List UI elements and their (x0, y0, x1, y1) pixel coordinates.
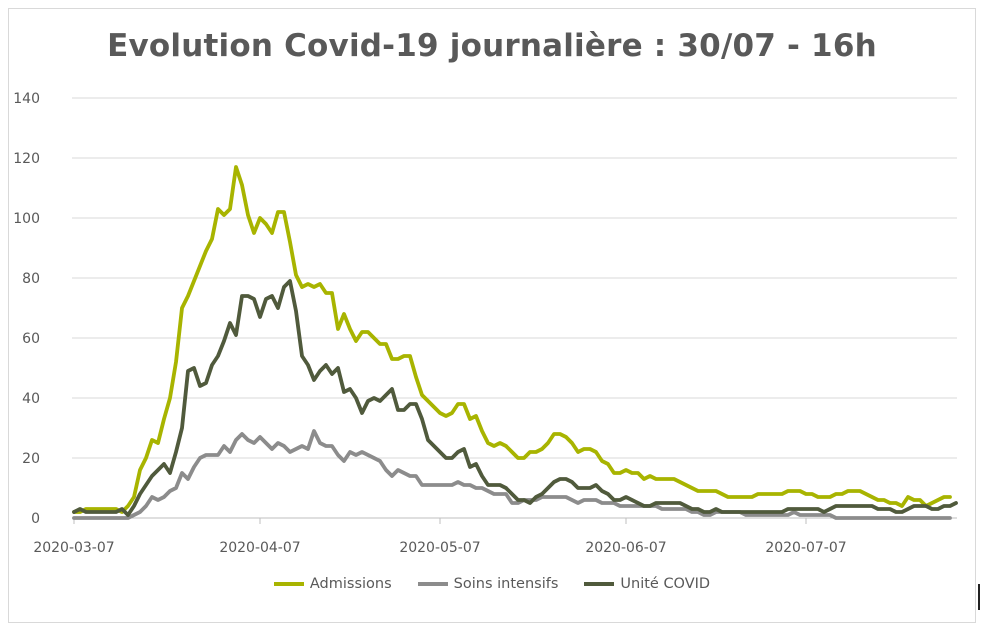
legend-label-soins-intensifs: Soins intensifs (453, 576, 559, 592)
y-tick-label: 100 (13, 211, 40, 227)
legend-label-admissions: Admissions (309, 576, 392, 592)
legend-item-admissions: Admissions (273, 576, 392, 592)
x-tick-label: 2020-03-07 (33, 540, 114, 556)
y-tick-label: 40 (22, 391, 40, 407)
legend-swatch-soins-intensifs (417, 582, 448, 586)
x-tick-label: 2020-05-07 (399, 540, 480, 556)
x-tick-label: 2020-04-07 (219, 540, 300, 556)
chart-frame (8, 8, 976, 623)
legend-item-unite-covid: Unité COVID (584, 576, 710, 592)
y-tick-label: 80 (22, 271, 40, 287)
series-line-soins-intensifs (72, 429, 952, 520)
y-tick-label: 20 (22, 451, 40, 467)
y-tick-label: 60 (22, 331, 40, 347)
y-tick-label: 120 (13, 151, 40, 167)
legend-swatch-unite-covid (584, 582, 615, 586)
series-line-admissions (72, 165, 952, 514)
y-tick-label: 0 (31, 511, 40, 527)
x-tick-label: 2020-06-07 (585, 540, 666, 556)
series-line-unit-covid (72, 279, 958, 517)
legend-swatch-admissions (273, 582, 304, 586)
y-tick-label: 140 (13, 91, 40, 107)
legend-item-soins-intensifs: Soins intensifs (417, 576, 559, 592)
frame-marker (978, 584, 980, 610)
x-tick-label: 2020-07-07 (765, 540, 846, 556)
legend-label-unite-covid: Unité COVID (620, 576, 711, 592)
legend: Admissions Soins intensifs Unité COVID (0, 576, 984, 592)
chart-title: Evolution Covid-19 journalière : 30/07 -… (107, 28, 877, 64)
